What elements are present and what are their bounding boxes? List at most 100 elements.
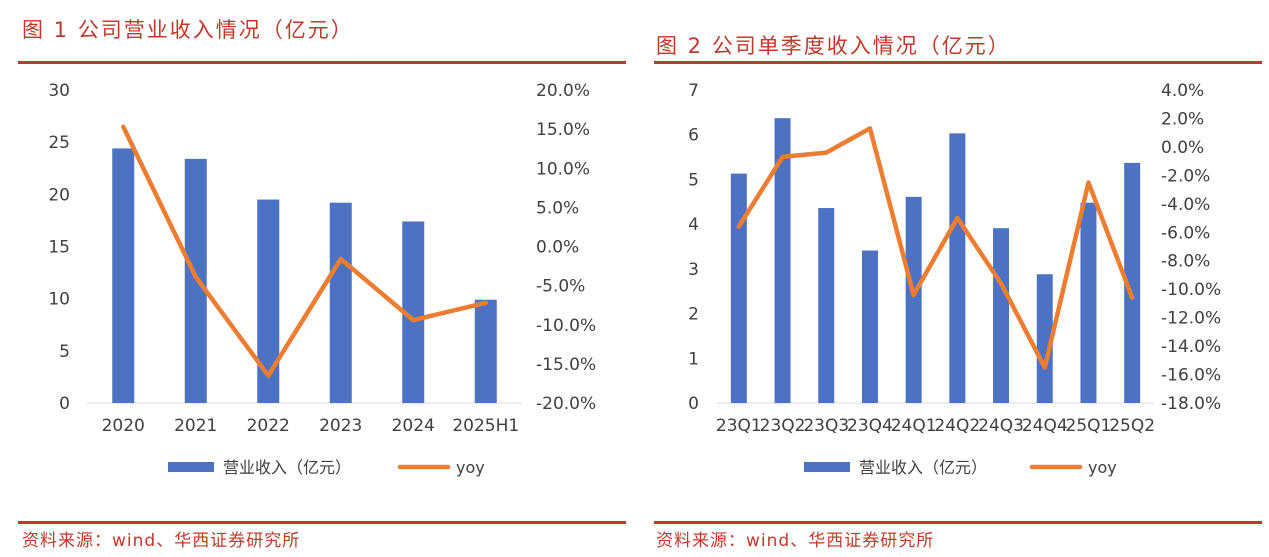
fig1-bar: [474, 299, 497, 403]
figure-2-chart: 0 1 2 3 4 5 6 7 -18.0% -16.0% -14.0% -12.0% -10.0% -8…: [688, 81, 1221, 477]
fig1-bar: [402, 221, 425, 403]
fig2-yoy-point: [1044, 366, 1046, 368]
fig2-yoy-point: [869, 127, 871, 129]
fig1-bar: [257, 199, 280, 403]
fig2-yoy-point: [1087, 181, 1089, 183]
fig2-right-tick-label: -2.0%: [1161, 166, 1210, 186]
fig1-category-label: 2020: [102, 416, 145, 436]
fig1-legend-line-label: yoy: [456, 458, 485, 477]
fig2-right-tick-label: -18.0%: [1161, 394, 1221, 414]
fig2-legend-bar-label: 营业收入（亿元）: [859, 458, 987, 477]
fig1-yoy-line: [121, 124, 489, 378]
fig1-yoy-point: [485, 302, 487, 304]
fig1-yoy-point: [412, 319, 414, 321]
fig1-category-label: 2024: [392, 416, 435, 436]
fig2-right-tick-label: -16.0%: [1161, 366, 1221, 386]
fig1-right-tick-label: 10.0%: [536, 159, 590, 179]
fig2-bar: [818, 208, 835, 403]
fig2-right-tick-label: -4.0%: [1161, 195, 1210, 215]
fig2-yoy-point: [738, 226, 740, 228]
fig2-bar: [730, 173, 747, 403]
fig1-right-tick-label: -5.0%: [536, 277, 585, 297]
fig2-category-label: 25Q2: [1109, 416, 1155, 436]
fig1-left-tick-label: 0: [59, 394, 70, 414]
fig1-right-tick-label: -15.0%: [536, 355, 596, 375]
fig1-yoy-point: [195, 276, 197, 278]
fig2-right-tick-label: -10.0%: [1161, 280, 1221, 300]
fig2-bar: [905, 196, 922, 403]
fig1-left-tick-label: 15: [48, 238, 70, 258]
fig2-bar: [1080, 202, 1097, 403]
fig2-category-label: 23Q4: [847, 416, 893, 436]
fig1-right-tick-label: -10.0%: [536, 316, 596, 336]
fig1-left-tick-label: 25: [48, 133, 70, 153]
fig2-right-tick-label: -8.0%: [1161, 252, 1210, 272]
fig2-yoy-point: [913, 294, 915, 296]
figure-1-source: 资料来源：wind、华西证券研究所: [22, 531, 301, 551]
fig2-legend-bar-swatch: [804, 462, 850, 472]
fig1-yoy-point: [122, 126, 124, 128]
figure-1-panel: 图 1 公司营业收入情况（亿元） 0 5 10 15 20 25 30 -20.0% -15.0…: [0, 0, 634, 557]
figure-1-top-rule: [18, 61, 626, 64]
fig2-right-tick-label: -12.0%: [1161, 309, 1221, 329]
figure-2-panel: 图 2 公司单季度收入情况（亿元） 0 1 2 3 4 5 6 7 -18.0% -16.0% -1…: [634, 0, 1269, 557]
fig2-right-tick-label: 0.0%: [1161, 138, 1204, 158]
fig1-yoy-point: [267, 375, 269, 377]
fig1-right-tick-label: 20.0%: [536, 81, 590, 101]
fig2-right-tick-label: 4.0%: [1161, 81, 1204, 101]
fig1-left-tick-label: 30: [48, 81, 70, 101]
fig1-left-tick-label: 20: [48, 185, 70, 205]
fig2-yoy-point: [782, 156, 784, 158]
fig2-right-tick-label: 2.0%: [1161, 109, 1204, 129]
fig2-bar: [861, 250, 878, 403]
figure-2-title: 图 2 公司单季度收入情况（亿元）: [656, 34, 1011, 58]
fig1-right-tick-label: -20.0%: [536, 394, 596, 414]
fig1-bar: [329, 202, 352, 403]
figure-1-title: 图 1 公司营业收入情况（亿元）: [22, 18, 354, 42]
fig1-right-tick-label: 0.0%: [536, 238, 579, 258]
fig1-bar: [112, 148, 135, 403]
figure-2-top-rule: [654, 61, 1262, 64]
figure-1-bottom-rule: [18, 521, 626, 524]
fig1-right-tick-label: 15.0%: [536, 120, 590, 140]
fig2-bar: [993, 228, 1010, 403]
fig2-left-tick-label: 6: [688, 126, 699, 146]
fig1-category-label: 2025H1: [452, 416, 519, 436]
fig1-left-tick-label: 5: [59, 342, 70, 362]
fig1-yoy-point: [340, 258, 342, 260]
fig2-left-tick-label: 1: [688, 349, 699, 369]
fig2-bar: [1124, 162, 1141, 403]
fig1-legend-bar-label: 营业收入（亿元）: [223, 458, 351, 477]
fig2-left-tick-label: 0: [688, 394, 699, 414]
fig2-bar: [1036, 274, 1053, 403]
fig1-left-tick-label: 10: [48, 290, 70, 310]
fig2-left-tick-label: 3: [688, 260, 699, 280]
fig2-legend-line-label: yoy: [1088, 458, 1117, 477]
fig2-category-label: 23Q1: [716, 416, 762, 436]
fig2-bar: [949, 133, 966, 403]
fig2-yoy-line: [736, 126, 1135, 370]
fig2-category-label: 24Q4: [1022, 416, 1068, 436]
fig2-category-label: 23Q3: [803, 416, 849, 436]
fig1-legend-bar-swatch: [168, 462, 214, 472]
fig2-bar: [774, 118, 791, 404]
fig2-yoy-point: [1131, 297, 1133, 299]
fig1-category-label: 2021: [174, 416, 217, 436]
fig2-yoy-point: [825, 152, 827, 154]
fig2-category-label: 25Q1: [1066, 416, 1112, 436]
fig2-category-label: 24Q3: [978, 416, 1024, 436]
fig2-yoy-point: [1000, 282, 1002, 284]
fig2-left-tick-label: 5: [688, 170, 699, 190]
figure-2-bottom-rule: [654, 521, 1262, 524]
fig2-right-tick-label: -14.0%: [1161, 337, 1221, 357]
fig1-right-tick-label: 5.0%: [536, 198, 579, 218]
fig2-left-tick-label: 7: [688, 81, 699, 101]
fig2-left-tick-label: 4: [688, 215, 699, 235]
fig2-category-label: 24Q2: [934, 416, 980, 436]
fig1-bar: [184, 158, 207, 403]
fig2-yoy-point: [956, 217, 958, 219]
fig2-left-tick-label: 2: [688, 305, 699, 325]
fig2-category-label: 24Q1: [891, 416, 937, 436]
figure-2-source: 资料来源：wind、华西证券研究所: [656, 531, 935, 551]
fig1-category-label: 2022: [247, 416, 290, 436]
